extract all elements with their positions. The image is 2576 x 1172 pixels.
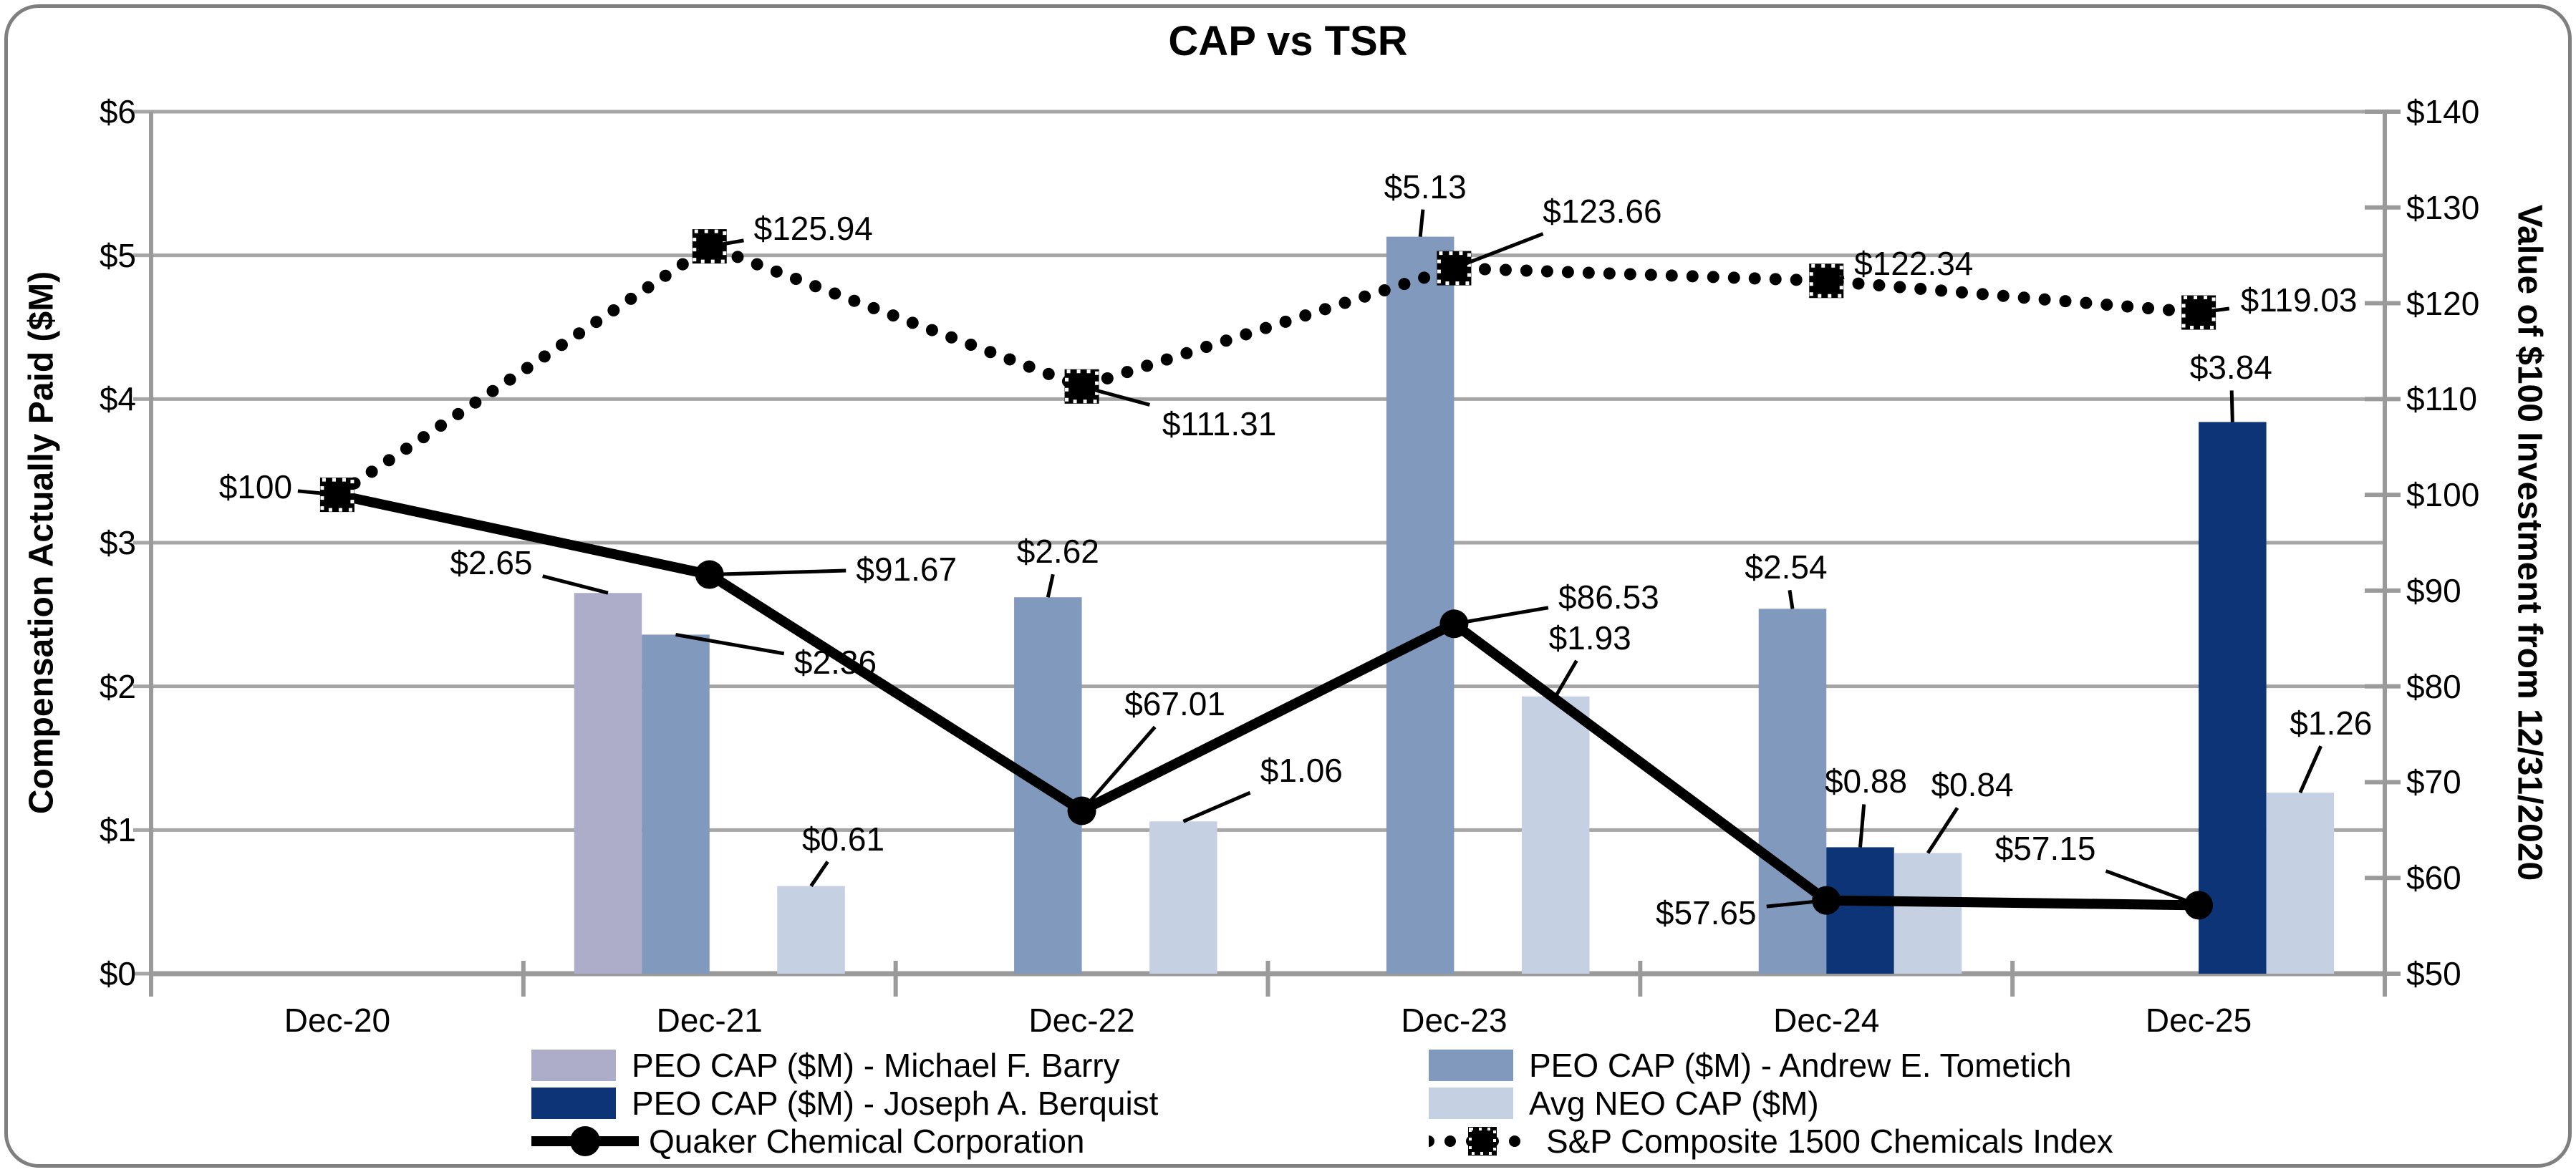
data-label: $0.61 xyxy=(801,820,885,858)
legend-item-label: Quaker Chemical Corporation xyxy=(649,1123,1085,1160)
data-label: $86.53 xyxy=(1558,578,1659,616)
legend-swatch-bar xyxy=(1429,1088,1513,1119)
legend-item-label: Avg NEO CAP ($M) xyxy=(1529,1085,1819,1122)
legend-swatch-bar xyxy=(531,1050,616,1081)
bar-3-cat1 xyxy=(777,886,845,974)
right-axis-tick-label: $80 xyxy=(2406,667,2461,705)
data-label: $67.01 xyxy=(1124,685,1225,723)
left-axis-tick-label: $4 xyxy=(99,380,136,418)
legend-item: PEO CAP ($M) - Andrew E. Tometich xyxy=(1429,1047,2072,1084)
legend-item-label: PEO CAP ($M) - Andrew E. Tometich xyxy=(1529,1047,2072,1084)
bar-3-cat2 xyxy=(1149,821,1217,974)
data-label: $119.03 xyxy=(2240,281,2358,319)
data-label: $0.88 xyxy=(1824,762,1908,800)
data-label: $1.26 xyxy=(2290,704,2373,742)
x-axis-category-label: Dec-24 xyxy=(1773,1002,1880,1039)
left-axis-tick-label: $1 xyxy=(99,811,136,849)
bar-2-cat4 xyxy=(1826,847,1894,974)
right-axis-tick-label: $130 xyxy=(2406,188,2480,226)
bar-2-cat5 xyxy=(2199,422,2267,974)
data-label: $91.67 xyxy=(856,550,957,588)
x-axis-category-label: Dec-23 xyxy=(1401,1002,1508,1039)
bar-3-cat5 xyxy=(2266,793,2335,974)
right-axis-tick-label: $100 xyxy=(2406,476,2480,514)
legend-item-label: PEO CAP ($M) - Joseph A. Berquist xyxy=(632,1085,1159,1122)
chart-frame-border xyxy=(4,4,2572,1168)
data-label: $2.62 xyxy=(1016,533,1099,571)
right-axis-tick-label: $70 xyxy=(2406,763,2461,801)
data-label: $3.84 xyxy=(2189,349,2272,387)
bar-1-cat1 xyxy=(642,634,710,974)
chart-title: CAP vs TSR xyxy=(1168,18,1408,64)
legend-item: PEO CAP ($M) - Joseph A. Berquist xyxy=(531,1085,1159,1122)
x-axis-category-label: Dec-22 xyxy=(1028,1002,1135,1039)
right-axis-tick-label: $90 xyxy=(2406,571,2461,609)
legend-item-label: S&P Composite 1500 Chemicals Index xyxy=(1546,1123,2113,1160)
legend-item: Avg NEO CAP ($M) xyxy=(1429,1085,1819,1122)
legend-item: PEO CAP ($M) - Michael F. Barry xyxy=(531,1047,1120,1084)
left-axis-tick-label: $0 xyxy=(99,955,136,992)
legend-item: S&P Composite 1500 Chemicals Index xyxy=(1429,1123,2113,1160)
data-label: $111.31 xyxy=(1162,405,1277,442)
left-axis-tick-label: $3 xyxy=(99,524,136,561)
legend-swatch-line xyxy=(1429,1127,1536,1156)
right-axis-tick-label: $50 xyxy=(2406,955,2461,992)
bar-1-cat4 xyxy=(1758,609,1827,974)
data-label: $0.84 xyxy=(1931,766,2014,804)
data-label: $1.06 xyxy=(1260,752,1343,790)
legend-item: Quaker Chemical Corporation xyxy=(531,1123,1085,1160)
left-axis-tick-label: $5 xyxy=(99,236,136,274)
right-axis-tick-label: $140 xyxy=(2406,93,2480,130)
right-axis-tick-label: $120 xyxy=(2406,284,2480,322)
data-label: $57.15 xyxy=(1994,830,2096,868)
data-label: $123.66 xyxy=(1543,192,1662,230)
data-label: $2.65 xyxy=(450,544,533,582)
right-axis-tick-label: $60 xyxy=(2406,859,2461,897)
data-label: $5.13 xyxy=(1384,168,1467,205)
data-label: $1.93 xyxy=(1548,619,1631,657)
data-label: $2.36 xyxy=(793,644,877,682)
legend-item-label: PEO CAP ($M) - Michael F. Barry xyxy=(632,1047,1120,1084)
legend-swatch-bar xyxy=(531,1088,616,1119)
legend-swatch-line xyxy=(531,1126,639,1156)
data-label: $100 xyxy=(218,468,293,506)
x-axis-category-label: Dec-25 xyxy=(2145,1002,2252,1039)
x-axis-category-label: Dec-21 xyxy=(656,1002,763,1039)
legend-swatch-bar xyxy=(1429,1050,1513,1081)
bar-0-cat1 xyxy=(574,593,642,974)
left-axis-tick-label: $2 xyxy=(99,667,136,705)
data-label: $2.54 xyxy=(1745,548,1828,586)
data-label: $125.94 xyxy=(753,210,873,248)
data-label: $122.34 xyxy=(1854,245,1974,283)
data-label: $57.65 xyxy=(1655,893,1757,931)
bar-1-cat3 xyxy=(1386,236,1455,974)
right-axis-tick-label: $110 xyxy=(2406,380,2477,418)
bar-3-cat3 xyxy=(1521,696,1590,974)
left-axis-tick-label: $6 xyxy=(99,93,136,130)
bar-3-cat4 xyxy=(1894,853,1962,974)
x-axis-category-label: Dec-20 xyxy=(284,1002,391,1039)
